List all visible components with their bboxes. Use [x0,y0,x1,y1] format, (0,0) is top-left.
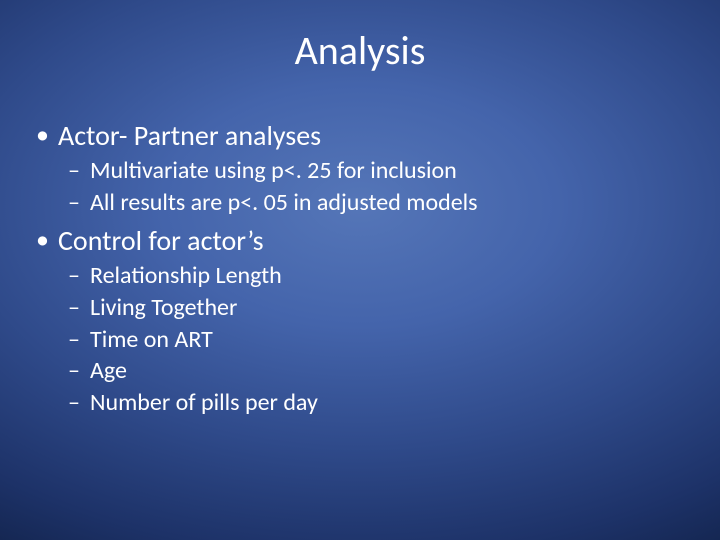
bullet-level2: Time on ART [32,325,690,356]
slide: Analysis Actor- Partner analyses Multiva… [0,0,720,540]
bullet-level2: Multivariate using p<. 25 for inclusion [32,156,690,187]
bullet-list: Actor- Partner analyses Multivariate usi… [32,118,690,419]
bullet-level2: Number of pills per day [32,388,690,419]
slide-content: Actor- Partner analyses Multivariate usi… [32,118,690,420]
bullet-level2: Relationship Length [32,261,690,292]
bullet-level2: Age [32,356,690,387]
bullet-level1: Actor- Partner analyses [32,118,690,154]
bullet-level1: Control for actor’s [32,223,690,259]
bullet-level2: Living Together [32,293,690,324]
slide-title: Analysis [0,26,720,75]
bullet-level2: All results are p<. 05 in adjusted model… [32,188,690,219]
